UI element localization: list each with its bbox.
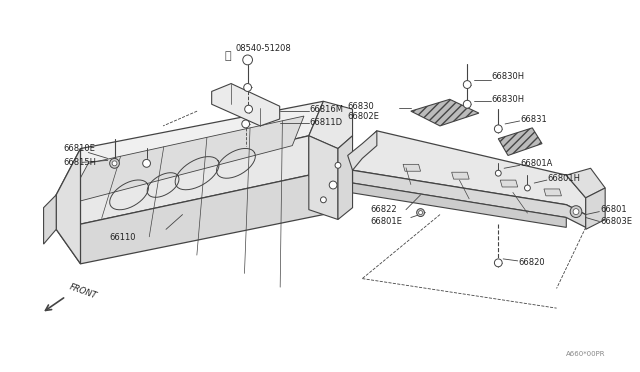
Text: 66802E: 66802E: [348, 112, 380, 121]
Circle shape: [112, 161, 117, 166]
Polygon shape: [212, 84, 280, 126]
Text: 66801E: 66801E: [370, 217, 402, 226]
Circle shape: [495, 259, 502, 267]
Polygon shape: [66, 116, 304, 205]
Text: A660*00PR: A660*00PR: [566, 352, 605, 357]
Polygon shape: [499, 128, 542, 155]
Polygon shape: [586, 188, 605, 230]
Polygon shape: [403, 164, 420, 171]
Text: 66830H: 66830H: [492, 95, 525, 104]
Text: 66822: 66822: [370, 205, 397, 214]
Circle shape: [242, 120, 250, 128]
Circle shape: [109, 158, 120, 168]
Text: 66830: 66830: [348, 102, 374, 111]
Polygon shape: [56, 101, 323, 195]
Text: 66815H: 66815H: [63, 158, 96, 167]
Text: FRONT: FRONT: [68, 282, 98, 301]
Polygon shape: [56, 136, 309, 230]
Polygon shape: [348, 131, 377, 170]
Text: 66110: 66110: [109, 233, 136, 242]
Polygon shape: [500, 180, 518, 187]
Text: 66820: 66820: [518, 258, 545, 267]
Polygon shape: [353, 183, 566, 227]
Polygon shape: [56, 148, 81, 264]
Circle shape: [525, 185, 531, 191]
Circle shape: [463, 100, 471, 108]
Polygon shape: [338, 136, 353, 219]
Text: 66801: 66801: [600, 205, 627, 214]
Circle shape: [419, 211, 422, 215]
Polygon shape: [411, 99, 479, 126]
Circle shape: [244, 105, 252, 113]
Text: 66810E: 66810E: [63, 144, 95, 153]
Polygon shape: [452, 172, 469, 179]
Text: 08540-51208: 08540-51208: [236, 44, 292, 52]
Polygon shape: [353, 131, 586, 215]
Text: 66803E: 66803E: [600, 217, 632, 226]
Text: 66816M: 66816M: [310, 105, 344, 114]
Polygon shape: [56, 175, 323, 264]
Circle shape: [329, 181, 337, 189]
Circle shape: [244, 84, 252, 92]
Circle shape: [463, 81, 471, 89]
Text: 66801H: 66801H: [548, 174, 581, 183]
Text: Ⓢ: Ⓢ: [225, 51, 232, 61]
Circle shape: [143, 160, 150, 167]
Text: 66831: 66831: [520, 115, 547, 124]
Polygon shape: [353, 170, 586, 227]
Circle shape: [573, 209, 579, 215]
Circle shape: [335, 162, 341, 168]
Polygon shape: [544, 189, 561, 196]
Circle shape: [243, 55, 252, 65]
Circle shape: [417, 209, 424, 217]
Text: 66830H: 66830H: [492, 72, 525, 81]
Text: 66811D: 66811D: [310, 118, 343, 128]
Circle shape: [495, 170, 501, 176]
Circle shape: [321, 197, 326, 203]
Circle shape: [570, 206, 582, 218]
Text: 66801A: 66801A: [520, 159, 553, 168]
Polygon shape: [44, 195, 56, 244]
Polygon shape: [309, 101, 353, 148]
Circle shape: [495, 125, 502, 133]
Polygon shape: [309, 136, 338, 219]
Polygon shape: [566, 168, 605, 198]
